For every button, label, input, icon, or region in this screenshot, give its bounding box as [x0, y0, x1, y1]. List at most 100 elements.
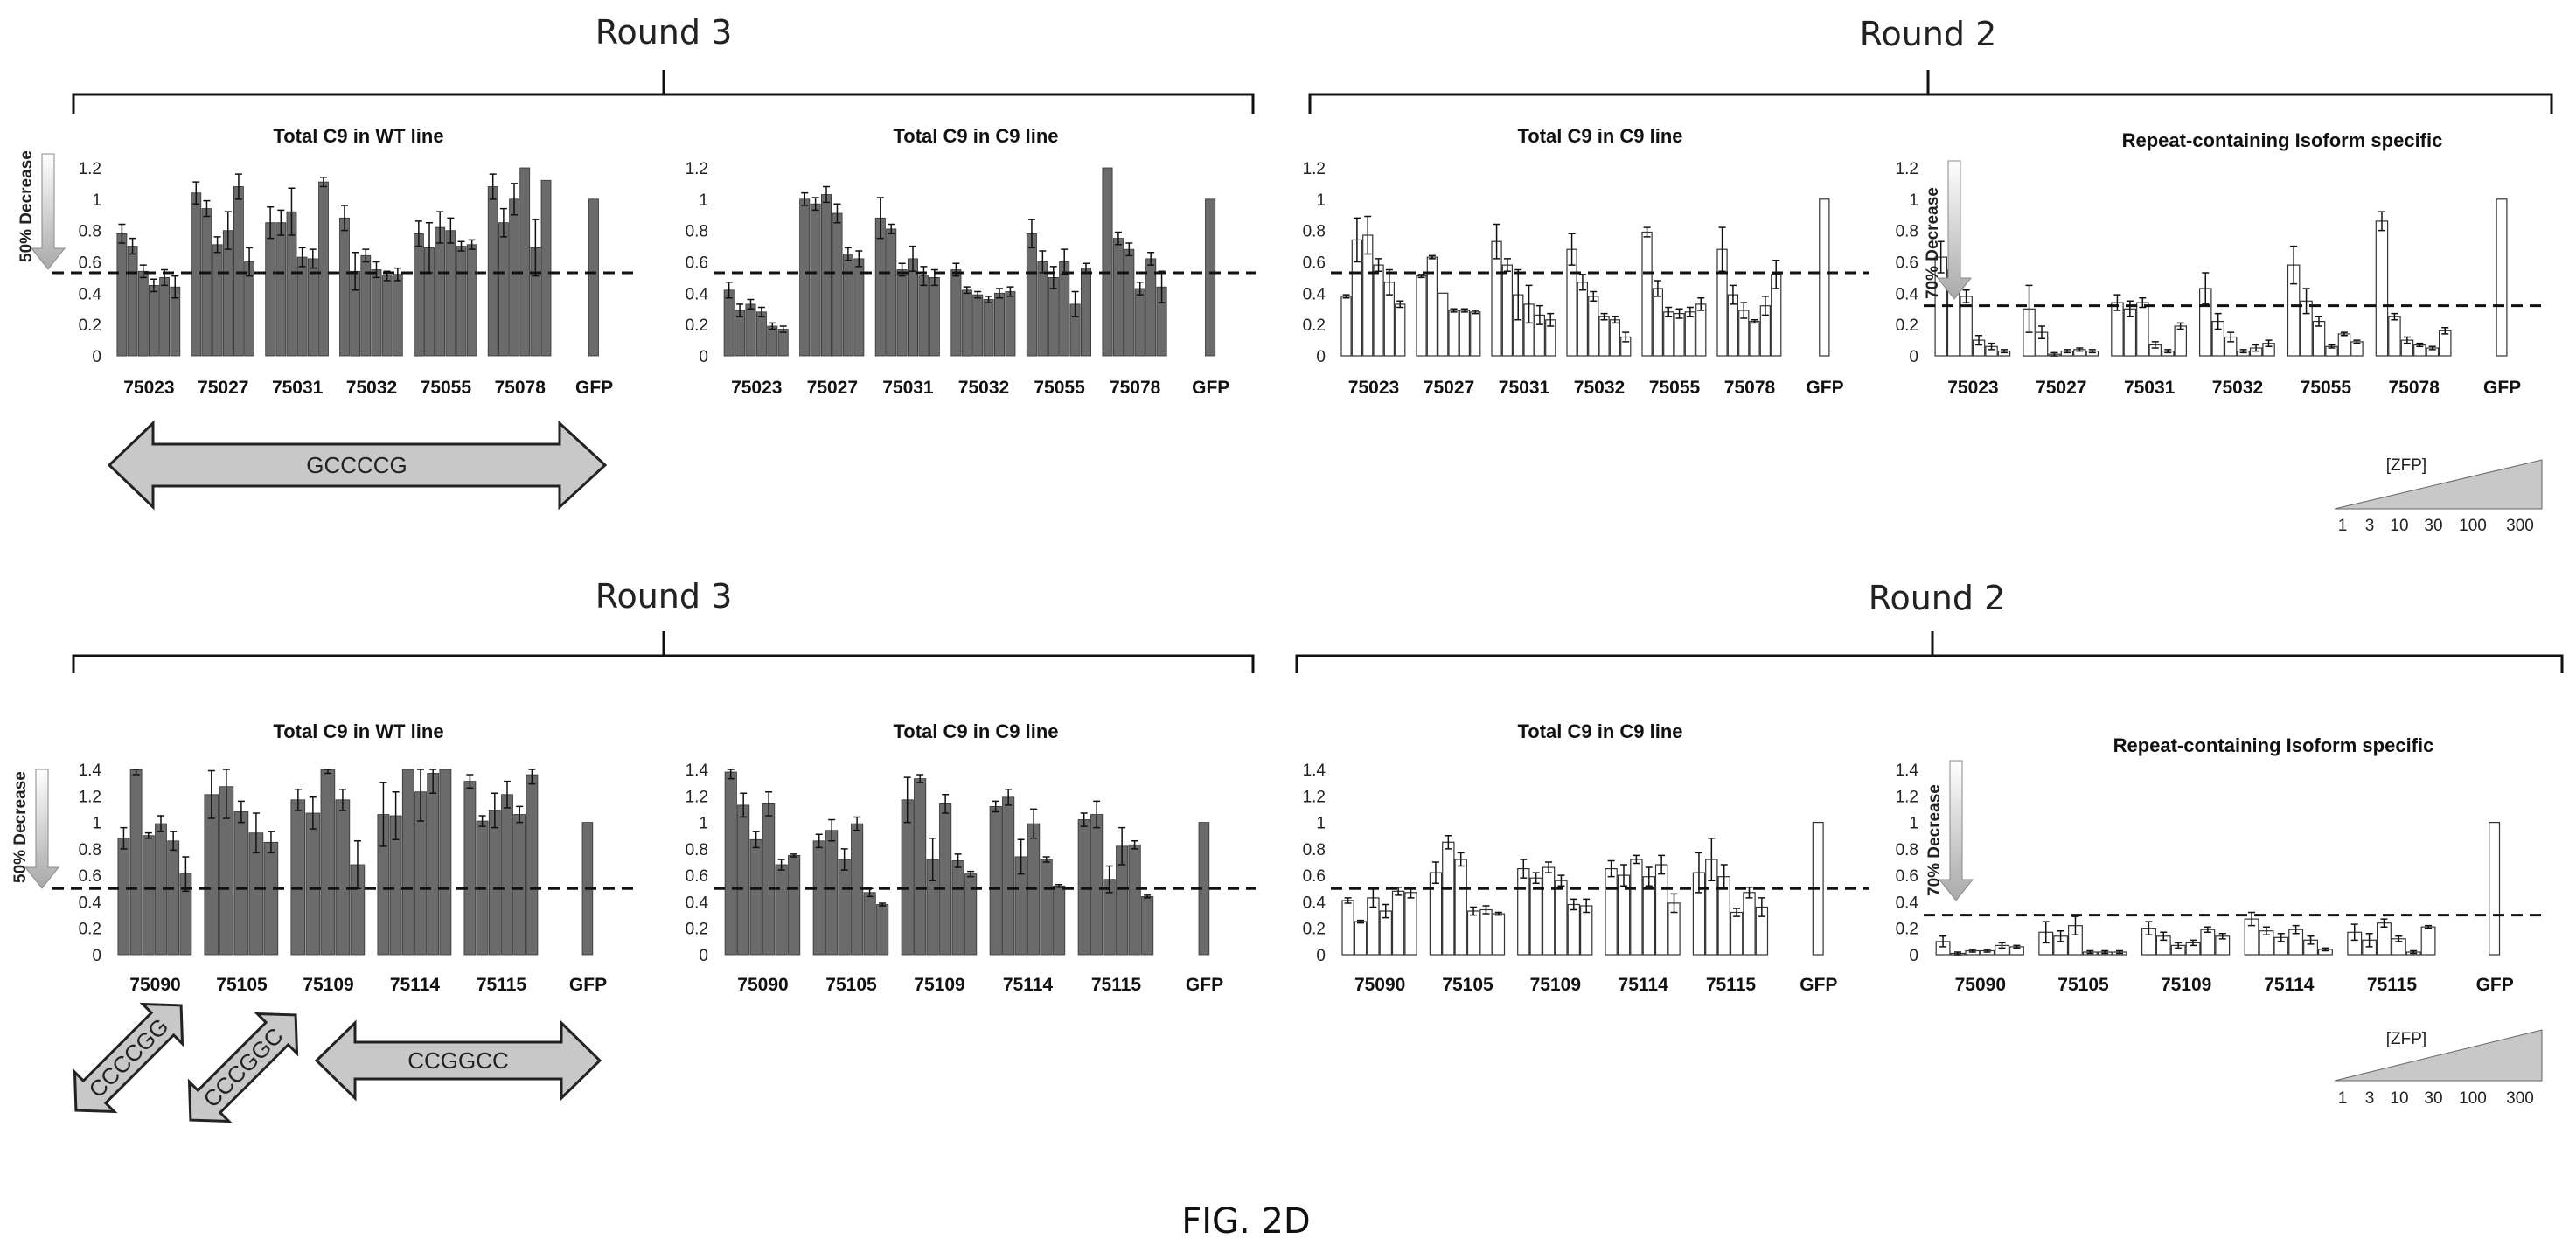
error-bar	[2252, 344, 2260, 352]
error-bar	[340, 205, 348, 232]
category-label: 75027	[807, 378, 858, 398]
down-arrow-icon	[1938, 760, 1974, 901]
bar	[1654, 864, 1668, 956]
error-bar	[1600, 312, 1608, 321]
bar	[2174, 325, 2188, 357]
error-bar	[2038, 325, 2045, 340]
y-tick-label: 0.4	[79, 894, 102, 912]
category-label: 75031	[882, 378, 934, 398]
decrease-marker-3: 50% Decrease	[11, 769, 60, 889]
category-label: GFP	[2476, 975, 2514, 995]
y-tick-label: 0.2	[1896, 921, 1918, 939]
bar	[1579, 905, 1593, 956]
error-bar	[478, 815, 486, 827]
bar	[1081, 268, 1092, 357]
error-bar	[222, 769, 230, 819]
bar	[1373, 264, 1384, 357]
error-bar	[466, 774, 474, 789]
category-label: 75078	[1724, 378, 1776, 398]
bar	[1663, 311, 1674, 357]
y-tick-label: 1.4	[686, 762, 709, 780]
bar	[2388, 316, 2401, 357]
chart-panel-2: Total C9 in C9 line 0 0.2 0.4 0.6 0.8 1 1.2 7502…	[686, 125, 1256, 398]
bar	[755, 311, 767, 357]
y-tick-label: 1	[699, 815, 708, 833]
bar	[1053, 885, 1066, 956]
bar	[129, 769, 143, 956]
error-bar	[1643, 226, 1651, 238]
y-tick-label: 0.4	[1896, 285, 1919, 303]
bar	[335, 799, 351, 956]
y-tick-label: 1.2	[1303, 160, 1326, 178]
bar	[2489, 821, 2501, 956]
bar	[1124, 248, 1135, 357]
bar	[371, 269, 382, 357]
category-label: 75114	[2264, 975, 2315, 995]
zfp-dose-5: 100	[2459, 517, 2487, 535]
bar	[487, 186, 498, 357]
chart-panel-3: Total C9 in C9 line 0 0.2 0.4 0.6 0.8 1 1.2 7502…	[1303, 125, 1869, 398]
bar	[886, 228, 897, 357]
error-bar	[2050, 351, 2058, 357]
bar	[265, 222, 276, 357]
error-bar	[2000, 349, 2008, 354]
panel-title: Total C9 in C9 line	[893, 125, 1058, 147]
error-bar	[777, 859, 785, 871]
error-bar	[1953, 951, 1961, 956]
error-bar	[1344, 897, 1352, 904]
bar	[1090, 814, 1104, 956]
bar	[1652, 288, 1664, 357]
y-tick-label: 1.4	[1896, 762, 1919, 780]
error-bar	[1396, 300, 1404, 309]
error-bar	[2088, 349, 2096, 354]
bar	[191, 192, 202, 357]
error-bar	[815, 833, 823, 849]
error-bar	[1758, 897, 1765, 917]
bar	[305, 812, 321, 956]
category-label: 75078	[495, 378, 547, 398]
bar	[427, 773, 440, 956]
error-bar	[2013, 944, 2021, 949]
bar	[1459, 310, 1471, 357]
error-bar	[1547, 312, 1555, 327]
bar	[737, 804, 750, 956]
error-bar	[1761, 296, 1769, 316]
bar	[1141, 896, 1154, 956]
bar	[513, 814, 526, 956]
category-label: 75105	[825, 975, 877, 995]
y-tick-label: 1.2	[1303, 788, 1326, 806]
category-label: 75109	[1530, 975, 1581, 995]
bar	[263, 841, 279, 956]
round-label-bottom-left: Round 3	[595, 577, 733, 616]
bar	[749, 838, 762, 956]
error-bar	[1654, 280, 1661, 297]
error-bar	[1494, 911, 1502, 916]
error-bar	[790, 853, 798, 858]
error-bar	[974, 290, 982, 299]
error-bar	[2145, 921, 2153, 936]
category-label: 75109	[303, 975, 353, 995]
error-bar	[2214, 312, 2222, 330]
y-tick-label: 1.4	[1303, 762, 1326, 780]
y-tick-label: 0.8	[686, 841, 708, 859]
zfp-dose-1: 1	[2338, 517, 2348, 535]
error-bar	[352, 252, 359, 291]
error-bar	[1697, 296, 1705, 311]
category-label: GFP	[1800, 975, 1837, 995]
zfp-dose-3: 10	[2390, 1089, 2408, 1108]
chart-panel-7: Total C9 in C9 line 0 0.2 0.4 0.6 0.8 1 1.2 1.4 7…	[1303, 720, 1869, 995]
bar	[526, 774, 539, 956]
error-bar	[909, 245, 917, 272]
bar	[918, 275, 929, 357]
bar	[501, 794, 513, 956]
category-label: 75115	[2367, 975, 2418, 995]
bar	[413, 233, 424, 357]
error-bar	[2378, 211, 2385, 232]
bar	[2136, 302, 2149, 357]
chart-panel-6: Total C9 in C9 line 0 0.2 0.4 0.6 0.8 1 1.2 1.4 7…	[686, 720, 1256, 995]
error-bar	[1619, 864, 1627, 887]
error-bar	[903, 776, 911, 824]
error-bar	[393, 267, 401, 282]
category-label: GFP	[2483, 378, 2521, 398]
bar	[212, 244, 223, 357]
